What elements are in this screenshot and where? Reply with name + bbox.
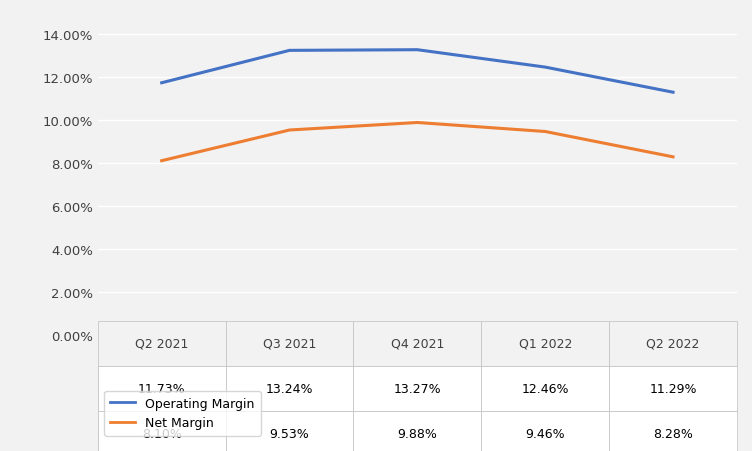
Legend: Operating Margin, Net Margin: Operating Margin, Net Margin: [104, 391, 261, 436]
